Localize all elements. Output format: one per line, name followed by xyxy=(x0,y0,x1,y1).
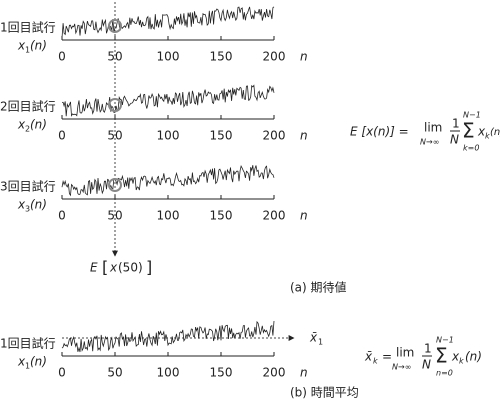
tick-label: 200 xyxy=(263,209,286,223)
sum-bot: n=0 xyxy=(436,369,453,378)
tick-label: 150 xyxy=(210,366,233,380)
bracket: [ xyxy=(102,258,108,277)
trial-label: 2回目試行 xyxy=(0,99,56,114)
tick-label: 0 xyxy=(58,209,66,223)
axis-name: n xyxy=(300,129,308,143)
sum-bot: k=0 xyxy=(463,144,479,153)
sum-top: N−1 xyxy=(436,336,454,345)
sample-marker xyxy=(108,98,122,112)
den: N xyxy=(422,358,431,372)
signal-waveform xyxy=(61,6,275,39)
sum: Σ xyxy=(462,119,475,143)
caption-a: (a) 期待値 xyxy=(290,280,347,295)
lim: lim xyxy=(424,121,442,135)
signal-name: x xyxy=(17,118,26,132)
tick-label: 50 xyxy=(107,129,122,143)
lim-sub: N→∞ xyxy=(420,138,439,147)
trial-label: 1回目試行 xyxy=(0,336,56,351)
sample-marker xyxy=(108,19,122,33)
num: 1 xyxy=(452,117,460,131)
term-arg: (n) xyxy=(490,127,500,138)
trial-label: 1回目試行 xyxy=(0,20,56,35)
tick-label: 50 xyxy=(107,50,122,64)
formula-a: E [x(n)] = lim N→∞ 1 N Σ N−1 k=0 x k (n) xyxy=(350,111,500,153)
signal-arg: (n) xyxy=(30,118,47,132)
term-sub: k xyxy=(459,357,464,366)
term: x xyxy=(477,125,486,139)
lhs: x̄ xyxy=(364,350,373,364)
tick-label: 150 xyxy=(210,129,233,143)
tick-label: 0 xyxy=(58,366,66,380)
signal-arg: (n) xyxy=(30,39,47,53)
sample-marker xyxy=(108,178,122,192)
tick-label: 100 xyxy=(157,50,180,64)
den: N xyxy=(450,133,459,147)
signal-waveform xyxy=(61,84,275,117)
eq: = xyxy=(382,350,392,364)
signal-sub: 1 xyxy=(25,46,30,55)
var: x xyxy=(109,261,118,275)
signal-sub: 1 xyxy=(25,362,30,371)
axis-name: n xyxy=(300,209,308,223)
tick-label: 200 xyxy=(263,50,286,64)
tick-label: 0 xyxy=(58,129,66,143)
tick-label: 150 xyxy=(210,50,233,64)
axis-name: n xyxy=(300,366,308,380)
tick-label: 100 xyxy=(157,209,180,223)
signal-name: x xyxy=(17,39,26,53)
formula-b: x̄ k = lim N→∞ 1 N Σ N−1 n=0 x k (n) xyxy=(364,336,482,378)
signal-arg: (n) xyxy=(30,198,47,212)
op: E xyxy=(90,261,98,275)
tick-label: 200 xyxy=(263,129,286,143)
term-arg: (n) xyxy=(465,350,482,364)
tick-label: 50 xyxy=(107,366,122,380)
caption-b: (b) 時間平均 xyxy=(290,386,359,400)
num: 1 xyxy=(424,342,432,356)
mean-label-sub: 1 xyxy=(318,338,323,347)
signal-waveform xyxy=(61,320,275,353)
trial-label: 3回目試行 xyxy=(0,179,56,194)
signal-arg: (n) xyxy=(30,355,47,369)
tick-label: 150 xyxy=(210,209,233,223)
lhs-sub: k xyxy=(373,357,378,366)
lim: lim xyxy=(396,346,414,360)
lim-sub: N→∞ xyxy=(392,363,411,372)
ensemble-label: E [ x (50) ] xyxy=(90,258,152,277)
term: x xyxy=(451,350,460,364)
signal-sub: 3 xyxy=(25,205,30,214)
axis-name: n xyxy=(300,50,308,64)
signal-name: x xyxy=(17,355,26,369)
sum: Σ xyxy=(435,344,448,368)
tick-label: 100 xyxy=(157,366,180,380)
signal-sub: 2 xyxy=(25,125,30,134)
lhs: E [x(n)] = xyxy=(350,125,409,139)
tick-label: 0 xyxy=(58,50,66,64)
bracket: ] xyxy=(146,258,152,277)
term-sub: k xyxy=(485,132,490,141)
mean-label: x̄ xyxy=(309,331,318,345)
sum-top: N−1 xyxy=(463,111,481,120)
arg: (50) xyxy=(118,261,143,275)
tick-label: 200 xyxy=(263,366,286,380)
tick-label: 100 xyxy=(157,129,180,143)
signal-name: x xyxy=(17,198,26,212)
signal-waveform xyxy=(61,164,275,197)
tick-label: 50 xyxy=(107,209,122,223)
